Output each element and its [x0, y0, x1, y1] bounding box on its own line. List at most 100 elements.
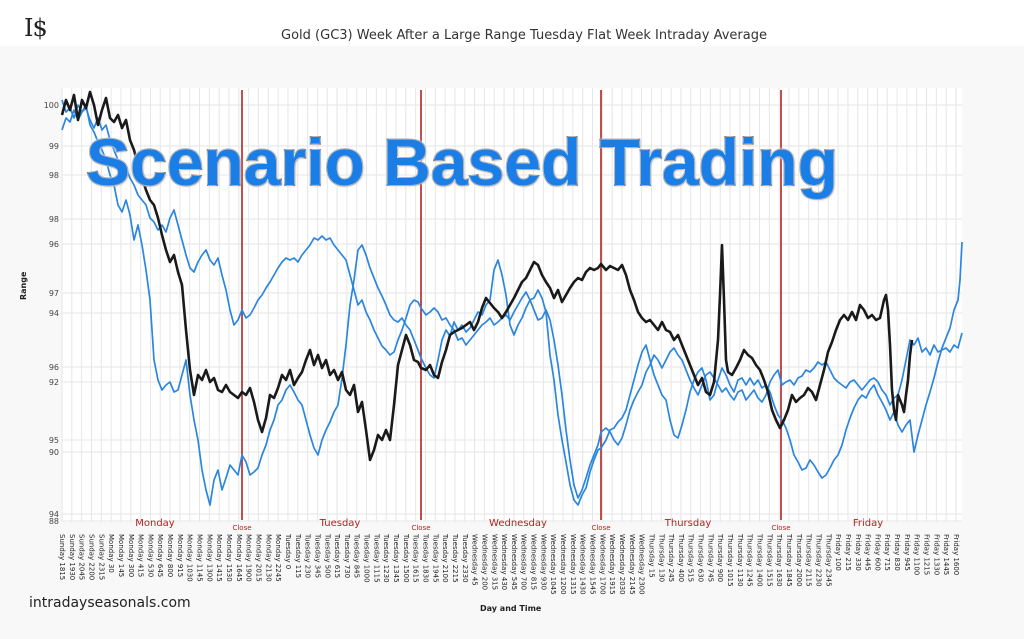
x-tick-label: Monday 800: [166, 534, 174, 577]
x-tick-label: Tuesday 500: [323, 533, 331, 578]
x-tick-label: Wednesday 200: [480, 534, 488, 590]
x-tick-label: Thursday 2115: [805, 533, 813, 587]
x-tick-label: Thursday 515: [687, 533, 695, 582]
series-line-blue: [61, 104, 963, 506]
x-tick-label: Sunday 2045: [78, 534, 86, 580]
y-tick-label: 96: [49, 240, 59, 249]
close-label: Close: [232, 524, 251, 532]
x-tick-label: Friday 1215: [923, 534, 931, 575]
x-tick-label: Wednesday 1915: [608, 534, 616, 595]
x-tick-label: Wednesday 1700: [598, 534, 606, 595]
day-label: Tuesday: [319, 518, 361, 529]
x-tick-label: Tuesday 1945: [431, 533, 439, 583]
x-tick-label: Monday 300: [127, 534, 135, 577]
brand-url: intradayseasonals.com: [29, 595, 191, 611]
x-tick-label: Tuesday 730: [343, 533, 351, 578]
x-axis-title: Day and Time: [480, 604, 542, 613]
data-series: [60, 90, 963, 506]
x-tick-label: Friday 1100: [913, 534, 921, 575]
x-tick-label: Monday 2130: [264, 534, 272, 582]
y-tick-label: 98: [49, 171, 59, 180]
x-tick-label: Thursday 15: [647, 533, 655, 578]
x-tick-label: Friday 600: [873, 534, 881, 571]
close-label: Close: [591, 524, 610, 532]
x-tick-label: Wednesday 1430: [579, 534, 587, 595]
x-tick-label: Thursday 2000: [795, 533, 803, 587]
x-tick-label: Thursday 1015: [726, 533, 734, 587]
x-tick-label: Wednesday 930: [539, 534, 547, 590]
x-tick-label: Monday 645: [156, 534, 164, 577]
close-label: Close: [411, 524, 430, 532]
x-tick-label: Monday 2015: [254, 534, 262, 582]
x-tick-label: Friday 100: [834, 534, 842, 571]
x-tick-label: Tuesday 1830: [421, 533, 429, 583]
x-tick-label: Friday 1600: [952, 534, 960, 575]
x-tick-label: Tuesday 2330: [461, 533, 469, 583]
x-tick-label: Wednesday 1545: [589, 534, 597, 595]
x-tick-label: Friday 1330: [932, 534, 940, 575]
series-line-black: [60, 90, 914, 462]
x-tick-label: Thursday 400: [677, 533, 685, 582]
x-tick-label: Tuesday 1345: [392, 533, 400, 583]
x-tick-label: Tuesday 0: [284, 533, 292, 569]
x-tick-label: Thursday 2230: [814, 533, 822, 587]
site-logo: I$: [24, 14, 48, 42]
x-tick-label: Monday 1645: [235, 534, 243, 582]
x-tick-label: Tuesday 230: [304, 533, 312, 578]
grid-lines: [61, 88, 962, 522]
x-tick-label: Sunday 1815: [58, 534, 66, 580]
y-tick-label: 95: [49, 436, 59, 445]
day-label: Thursday: [664, 518, 712, 529]
x-tick-label: Tuesday 615: [333, 533, 341, 578]
x-tick-label: Monday 1145: [196, 534, 204, 582]
day-label: Wednesday: [489, 518, 547, 529]
y-tick-label: 92: [49, 378, 59, 387]
x-tick-label: Tuesday 845: [353, 533, 361, 578]
day-label: Monday: [135, 518, 175, 529]
x-tick-label: Thursday 630: [697, 533, 705, 582]
y-tick-label: 88: [49, 517, 59, 526]
x-tick-label: Friday 215: [844, 534, 852, 571]
x-tick-label: Friday 330: [854, 534, 862, 571]
day-label: Friday: [853, 518, 883, 529]
x-tick-label: Monday 530: [146, 534, 154, 577]
y-tick-label: 94: [49, 510, 59, 519]
x-tick-label: Tuesday 1615: [412, 533, 420, 583]
x-tick-label: Friday 830: [893, 534, 901, 571]
x-tick-label: Tuesday 115: [294, 533, 302, 578]
x-tick-label: Thursday 245: [667, 533, 675, 582]
y-tick-label: 97: [49, 289, 59, 298]
x-tick-label: Monday 415: [137, 534, 145, 577]
x-axis-ticks: Sunday 1815 Sunday 1930 Sunday 2045 Sunday …: [58, 533, 960, 595]
x-tick-label: Wednesday 45: [471, 534, 479, 586]
x-tick-label: Thursday 1400: [756, 533, 764, 587]
x-tick-label: Wednesday 700: [520, 534, 528, 590]
y-tick-label: 94: [49, 309, 59, 318]
y-tick-label: 100: [44, 101, 59, 110]
chart-title: Gold (GC3) Week After a Large Range Tues…: [281, 28, 767, 43]
x-tick-label: Tuesday 2215: [451, 533, 459, 583]
x-tick-label: Thursday 1245: [746, 533, 754, 587]
x-tick-label: Wednesday 1315: [569, 534, 577, 595]
x-tick-label: Thursday 900: [716, 533, 724, 582]
x-tick-label: Friday 715: [883, 534, 891, 571]
x-tick-label: Wednesday 2030: [618, 534, 626, 595]
overlay-headline: Scenario Based Trading: [85, 124, 839, 200]
y-tick-label: 98: [49, 215, 59, 224]
x-tick-label: Monday 1530: [225, 534, 233, 582]
series-line-blue: [61, 99, 963, 499]
plot-area: [62, 88, 962, 522]
x-tick-label: Monday 1300: [205, 534, 213, 582]
x-tick-label: Monday 915: [176, 534, 184, 577]
x-tick-label: Monday 2245: [274, 534, 282, 582]
x-tick-label: Tuesday 2100: [441, 533, 449, 583]
x-tick-label: Thursday 2345: [824, 533, 832, 587]
x-tick-label: Tuesday 1500: [402, 533, 410, 583]
x-tick-label: Monday 30: [107, 534, 115, 573]
x-tick-label: Friday 445: [864, 534, 872, 571]
x-tick-label: Thursday 1515: [765, 533, 773, 587]
x-tick-label: Monday 145: [117, 534, 125, 577]
close-label: Close: [771, 524, 790, 532]
